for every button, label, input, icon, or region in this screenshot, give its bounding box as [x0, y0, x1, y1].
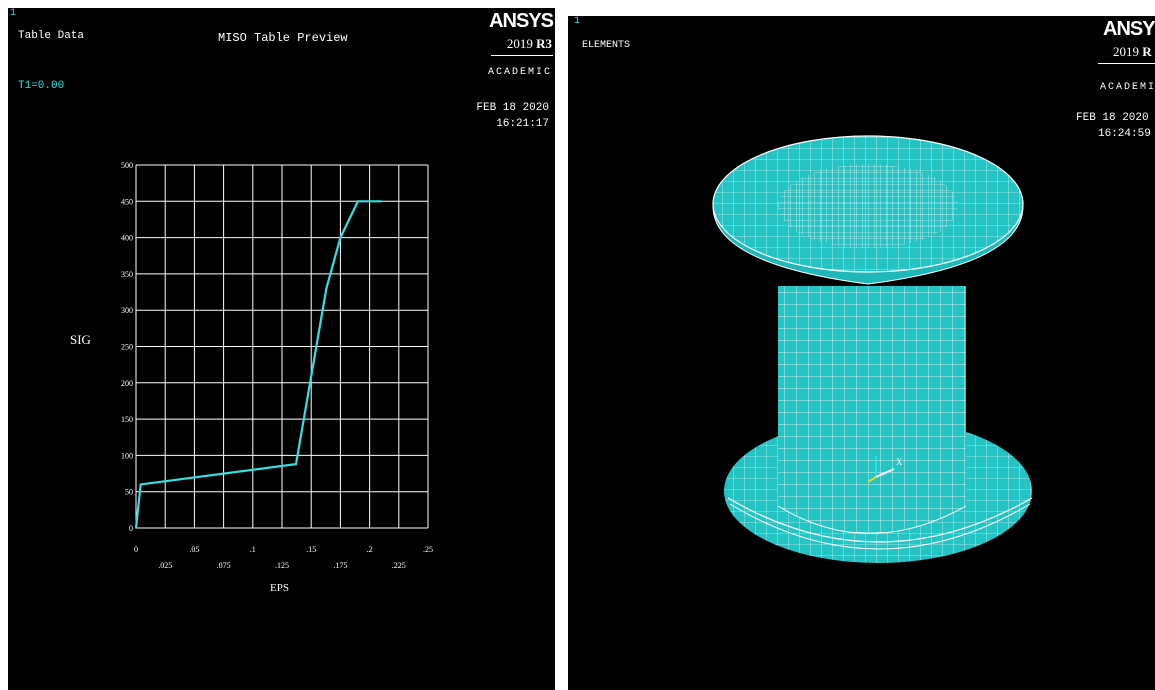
x-tick-label: .05: [189, 545, 199, 554]
x-tick-label: .175: [333, 561, 347, 570]
curve-data-point: [295, 463, 297, 465]
x-tick-label: .15: [306, 545, 316, 554]
y-tick-label: 250: [121, 343, 133, 352]
miso-graphics-window: 1 Table Data MISO Table Preview T1=0.00 …: [8, 8, 555, 690]
curve-data-point: [340, 237, 342, 239]
top-flange: [713, 136, 1023, 284]
cylinder-core: [778, 286, 966, 534]
x-tick-label: 0: [134, 545, 138, 554]
x-tick-label: .1: [250, 545, 256, 554]
y-tick-label: 350: [121, 270, 133, 279]
x-tick-label: .225: [392, 561, 406, 570]
curve-data-point: [135, 527, 137, 529]
y-tick-label: 300: [121, 306, 133, 315]
y-tick-label: 450: [121, 197, 133, 206]
y-tick-label: 500: [121, 161, 133, 170]
y-tick-label: 400: [121, 234, 133, 243]
y-tick-label: 200: [121, 379, 133, 388]
y-tick-label: 150: [121, 415, 133, 424]
x-axis-label: EPS: [270, 582, 289, 594]
y-tick-label: 0: [129, 524, 133, 533]
y-axis-label: SIG: [70, 332, 91, 347]
curve-data-point: [326, 288, 328, 290]
curve-data-point: [357, 201, 359, 203]
x-tick-label: .2: [367, 545, 373, 554]
miso-stress-strain-chart: SIG EPS 0 50 100 150 200 250 300 350 400 450 500 0.…: [8, 8, 555, 690]
spool-mesh-model: X: [568, 16, 1155, 690]
elements-graphics-window: 1 ELEMENTS ANSYS 2019 R ACADEMI FEB 18 2…: [568, 16, 1155, 690]
x-tick-label: .25: [423, 545, 433, 554]
x-tick-label: .125: [275, 561, 289, 570]
stress-strain-curve: [136, 201, 381, 528]
x-tick-label: .075: [217, 561, 231, 570]
triad-x-label: X: [896, 457, 903, 467]
curve-data-point: [140, 484, 142, 486]
y-tick-label: 50: [125, 488, 133, 497]
curve-data-point: [380, 201, 382, 203]
y-tick-label: 100: [121, 451, 133, 460]
x-tick-label: .025: [158, 561, 172, 570]
